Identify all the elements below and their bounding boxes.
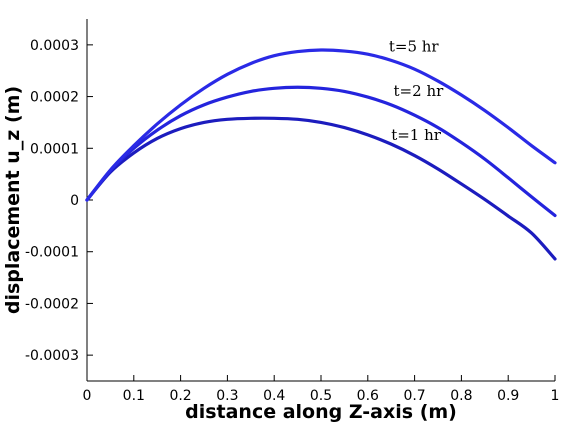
x-tick-label: 0.8 <box>450 388 472 404</box>
y-tick-label: -0.0003 <box>25 348 79 364</box>
y-tick-label: 0.0003 <box>30 38 79 54</box>
series-label-3: t=5 hr <box>389 38 440 56</box>
x-tick-label: 0.7 <box>403 388 425 404</box>
x-tick-label: 0.6 <box>357 388 379 404</box>
series-line-1 <box>85 116 557 261</box>
y-tick-label: -0.0002 <box>25 296 79 312</box>
x-tick-label: 0 <box>83 388 92 404</box>
series-line-2 <box>85 85 557 218</box>
x-axis-title: distance along Z-axis (m) <box>185 401 457 423</box>
series-lines <box>85 48 557 261</box>
series-label-1: t=1 hr <box>391 126 442 144</box>
series-line-3 <box>85 48 557 202</box>
x-tick-label: 0.2 <box>169 388 191 404</box>
y-tick-label: 0.0001 <box>30 141 79 157</box>
x-axis-ticks: 0 0.1 0.2 0.3 0.4 0.5 0.6 0.7 0.8 0.9 1 <box>83 375 560 404</box>
y-tick-label: 0.0002 <box>30 90 79 106</box>
y-axis-title: displacement u_z (m) <box>2 86 24 314</box>
x-tick-label: 0.5 <box>310 388 332 404</box>
y-tick-label: -0.0001 <box>25 245 79 261</box>
x-tick-label: 0.1 <box>123 388 145 404</box>
y-tick-label: 0 <box>70 193 79 209</box>
x-tick-label: 1 <box>551 388 560 404</box>
y-axis-ticks: -0.0003 -0.0002 -0.0001 0 0.0001 0.0002 0.0003 <box>25 38 93 364</box>
x-tick-label: 0.3 <box>216 388 238 404</box>
series-label-2: t=2 hr <box>394 82 445 100</box>
x-tick-label: 0.4 <box>263 388 285 404</box>
series-labels: t=1 hr t=2 hr t=5 hr <box>389 38 444 144</box>
x-tick-label: 0.9 <box>497 388 519 404</box>
